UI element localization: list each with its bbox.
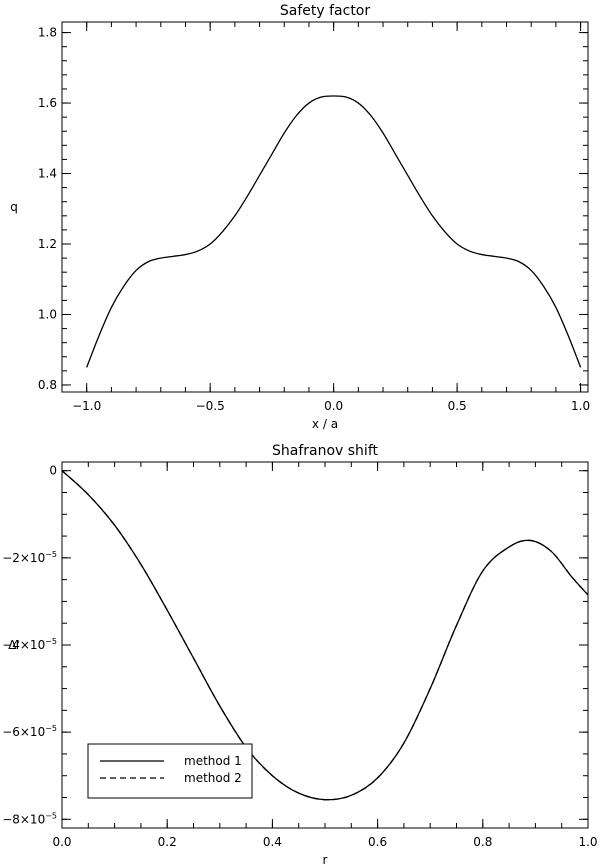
x-tick-label: 0.6 xyxy=(368,835,387,849)
y-tick-label: 0 xyxy=(49,464,57,478)
y-tick-label-base: −2×10 xyxy=(2,551,45,565)
x-tick-label: 0.0 xyxy=(52,835,71,849)
chart-title: Safety factor xyxy=(280,3,370,19)
x-tick-label: 0.4 xyxy=(263,835,282,849)
x-tick-label: 0.2 xyxy=(158,835,177,849)
x-tick-label: 1.0 xyxy=(578,835,597,849)
x-tick-label: 0.0 xyxy=(324,399,343,413)
y-axis-label: Δ' xyxy=(8,638,20,652)
x-tick-label: 1.0 xyxy=(571,399,590,413)
plot-frame xyxy=(61,21,589,393)
legend-label: method 1 xyxy=(184,754,242,768)
y-tick-label: −6×10−5 xyxy=(2,724,57,739)
y-tick-label-exponent: −5 xyxy=(45,637,57,646)
y-tick-label: −8×10−5 xyxy=(2,811,57,826)
legend-box xyxy=(87,743,253,799)
x-tick-label: −1.0 xyxy=(72,399,101,413)
y-tick-label-exponent: −5 xyxy=(45,724,57,733)
legend-label: method 2 xyxy=(184,771,242,785)
y-tick-label-exponent: −5 xyxy=(45,811,57,820)
x-tick-label: −0.5 xyxy=(196,399,225,413)
y-tick-label: 1.4 xyxy=(38,167,57,181)
y-tick-label-base: −6×10 xyxy=(2,725,45,739)
chart-title: Shafranov shift xyxy=(272,443,379,459)
safety-factor-plot: Safety factor −1.0 −0.5 0.0 0.5 1.0 0.8 1.0 1.2 1… xyxy=(10,3,590,431)
series-line-1 xyxy=(86,95,582,368)
y-tick-label: −2×10−5 xyxy=(2,550,57,565)
y-tick-label-base: −8×10 xyxy=(2,812,45,826)
y-tick-label: −4×10−5 xyxy=(2,637,57,652)
y-tick-label-base: 0 xyxy=(49,464,57,478)
y-tick-label: 1.0 xyxy=(38,307,57,321)
x-axis-label: r xyxy=(323,853,328,867)
y-tick-label: 1.2 xyxy=(38,237,57,251)
x-tick-label: 0.5 xyxy=(448,399,467,413)
series-line-method-2 xyxy=(62,470,588,801)
y-tick-label-base: −4×10 xyxy=(2,638,45,652)
y-tick-label: 1.6 xyxy=(38,96,57,110)
y-axis-label: q xyxy=(10,200,18,214)
y-tick-label-exponent: −5 xyxy=(45,550,57,559)
y-tick-label: 0.8 xyxy=(38,378,57,392)
legend: method 1 method 2 xyxy=(87,743,253,799)
x-axis-label: x / a xyxy=(312,417,338,431)
x-tick-label: 0.8 xyxy=(473,835,492,849)
y-tick-label: 1.8 xyxy=(38,26,57,40)
